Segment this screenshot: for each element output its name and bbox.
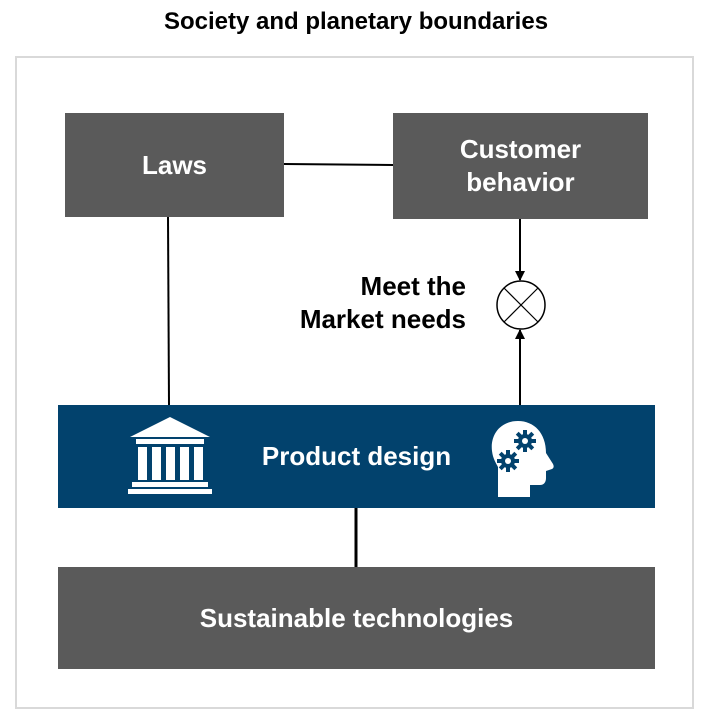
junction-label-line2: Market needs	[299, 304, 466, 334]
laws-box: Laws	[65, 113, 284, 217]
laws-product-connector	[167, 216, 170, 406]
customer-behavior-box: Customer behavior	[393, 113, 648, 219]
summing-junction-icon	[496, 280, 546, 330]
customer-behavior-label-line1: Customer	[459, 134, 582, 164]
head-gears-icon	[491, 421, 554, 497]
product-design-label: Product design	[261, 441, 452, 471]
sustainable-technologies-box: Sustainable technologies	[58, 567, 655, 669]
laws-label: Laws	[141, 149, 208, 180]
customer-behavior-label-line2: behavior	[466, 167, 575, 197]
product-design-box: Product design	[58, 405, 655, 508]
diagram-title: Society and planetary boundaries	[163, 8, 549, 35]
laws-customer-connector	[283, 163, 394, 166]
sustainable-technologies-label: Sustainable technologies	[199, 602, 514, 633]
junction-label: Meet the Market needs	[270, 270, 466, 336]
bank-building-icon	[128, 417, 212, 494]
boundary-frame	[15, 56, 694, 709]
junction-label-line1: Meet the	[360, 271, 466, 301]
